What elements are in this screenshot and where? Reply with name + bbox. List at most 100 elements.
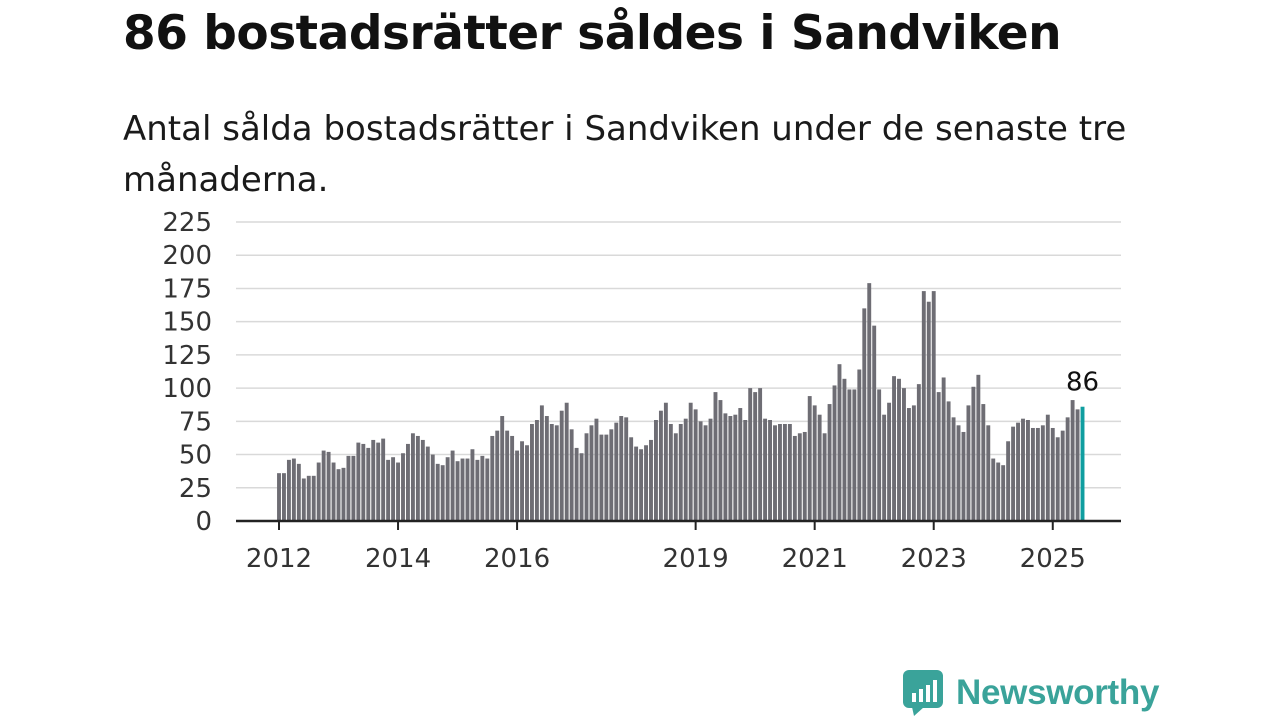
bar [807, 396, 812, 521]
bar [768, 420, 772, 521]
bar [410, 433, 415, 521]
bar [321, 450, 326, 521]
bar [892, 376, 896, 521]
bar [624, 417, 629, 521]
bar [733, 414, 738, 521]
bar [589, 425, 594, 521]
x-tick-label: 2025 [1020, 544, 1086, 574]
bar [534, 420, 539, 521]
bar [961, 431, 966, 521]
y-tick-label: 125 [162, 341, 212, 371]
bar [415, 435, 420, 521]
bar [832, 385, 837, 521]
bar [654, 420, 658, 521]
bar [1011, 426, 1016, 521]
bar [420, 439, 425, 521]
bar [921, 291, 926, 521]
bar [991, 458, 996, 521]
bar [778, 423, 782, 521]
bar [649, 439, 653, 521]
bar [966, 405, 971, 521]
bar [554, 425, 559, 521]
bar [277, 473, 281, 521]
bar [703, 425, 708, 521]
y-tick-label: 175 [162, 274, 212, 304]
bar [495, 430, 500, 521]
y-tick-label: 100 [162, 374, 212, 404]
bar [1070, 400, 1075, 521]
bar [435, 463, 440, 521]
y-tick-label: 0 [195, 507, 212, 537]
bar [311, 475, 316, 521]
bar [693, 409, 698, 521]
bar [862, 308, 867, 521]
bar [306, 475, 311, 521]
bar [485, 458, 490, 521]
bar [698, 421, 703, 521]
bar [758, 388, 763, 521]
bar [579, 453, 584, 521]
bar [782, 423, 787, 521]
bar [629, 437, 634, 521]
bar [857, 369, 862, 521]
bar [445, 457, 450, 521]
y-tick-label: 75 [179, 407, 212, 437]
bar [515, 450, 520, 521]
chart-subtitle: Antal sålda bostadsrätter i Sandviken un… [123, 109, 1127, 200]
bar [1040, 425, 1045, 521]
bar [455, 461, 460, 521]
bar [728, 416, 733, 521]
bar [872, 325, 877, 521]
bar [976, 374, 981, 521]
bar [941, 377, 946, 521]
bar [505, 430, 510, 521]
bar [619, 416, 624, 521]
bar [867, 283, 872, 521]
bar [460, 458, 465, 521]
bar-latest [1080, 406, 1085, 521]
x-axis-ticks: 2012 2014 2016 2019 2021 2023 2025 [246, 521, 1086, 574]
bar [296, 463, 301, 521]
bar [673, 433, 678, 521]
bar [882, 414, 887, 521]
bar [366, 447, 371, 521]
bar [827, 404, 832, 521]
bar [316, 462, 321, 521]
bar [525, 445, 529, 521]
bar [331, 462, 336, 521]
bar [936, 392, 941, 521]
bar [356, 442, 361, 521]
bar [634, 446, 639, 521]
last-value-label: 86 [1066, 368, 1099, 398]
bar [500, 416, 505, 521]
bar [549, 423, 554, 521]
bar [902, 388, 906, 521]
bar [981, 404, 986, 521]
bar [753, 392, 758, 521]
bar [564, 402, 569, 521]
bar [1006, 441, 1011, 521]
newsworthy-logo[interactable]: Newsworthy [902, 668, 1159, 718]
bar [887, 402, 892, 521]
bar [837, 364, 842, 521]
bar [301, 478, 306, 521]
bar [1016, 422, 1020, 521]
bar [644, 445, 648, 521]
bar [1035, 427, 1040, 521]
bar [1065, 417, 1070, 521]
bar [797, 433, 802, 521]
bar [490, 435, 495, 521]
bar [877, 389, 882, 521]
bar [1026, 420, 1030, 521]
bar [286, 459, 291, 521]
bar [614, 422, 619, 521]
bar [406, 443, 410, 521]
bar [440, 465, 445, 521]
bar [718, 400, 723, 521]
bar [822, 433, 827, 521]
bar [361, 443, 366, 521]
bar [658, 410, 663, 521]
bar [1060, 430, 1065, 521]
bar [926, 301, 931, 521]
